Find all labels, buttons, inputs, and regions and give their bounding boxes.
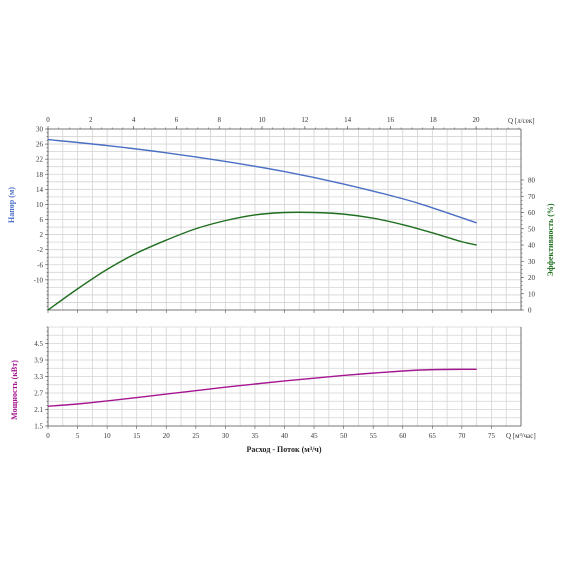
bottom-x-tick-label: 50 [340, 432, 348, 440]
bottom-x-tick-label: 0 [46, 432, 50, 440]
power-axis-title: Мощность (кВт) [10, 360, 19, 420]
power-axis-tick-label: 2.7 [34, 390, 43, 398]
bottom-x-axis-unit-label: Q [м³/час] [506, 432, 536, 440]
bottom-x-tick-label: 70 [458, 432, 466, 440]
top-x-tick-label: 18 [430, 116, 438, 124]
efficiency-axis-tick-label: 20 [528, 274, 536, 282]
head-axis-tick-label: -6 [37, 261, 43, 269]
head-axis-tick-label: 10 [36, 201, 44, 209]
bottom-x-tick-label: 65 [429, 432, 437, 440]
top-x-tick-label: 20 [473, 116, 481, 124]
tick-labels: 0 2 4 6 8 10 12 14 16 18 200 5 10 15 20 25 30 35 40 45 50 55 6… [34, 116, 536, 440]
top-x-axis-unit-label: Q [л/сек] [508, 117, 535, 125]
power-axis-tick-label: 3.3 [34, 373, 43, 381]
bottom-x-tick-label: 30 [222, 432, 230, 440]
bottom-x-tick-label: 10 [104, 432, 112, 440]
top-x-tick-label: 14 [344, 116, 352, 124]
bottom-x-tick-label: 25 [192, 432, 200, 440]
efficiency-axis-tick-label: 70 [528, 193, 536, 201]
top-x-tick-label: 0 [46, 116, 50, 124]
bottom-x-tick-label: 35 [251, 432, 259, 440]
efficiency-curve [47, 211, 477, 311]
bottom-x-tick-label: 15 [133, 432, 141, 440]
top-x-tick-label: 12 [301, 116, 309, 124]
head-axis-tick-label: 6 [40, 216, 44, 224]
bottom-x-tick-label: 60 [399, 432, 407, 440]
top-x-tick-label: 2 [89, 116, 93, 124]
bottom-x-tick-label: 40 [281, 432, 289, 440]
bottom-x-tick-label: 45 [311, 432, 319, 440]
efficiency-axis-tick-label: 80 [528, 177, 536, 185]
head-axis-tick-label: 2 [40, 231, 44, 239]
efficiency-axis-tick-label: 0 [528, 307, 532, 315]
efficiency-axis-tick-label: 50 [528, 225, 536, 233]
power-grid [47, 326, 522, 427]
bottom-x-tick-label: 55 [370, 432, 378, 440]
head-axis-tick-label: 22 [36, 156, 44, 164]
efficiency-axis-tick-label: 60 [528, 209, 536, 217]
head-axis-tick-label: -10 [34, 276, 44, 284]
head-axis-tick-label: 14 [36, 186, 44, 194]
efficiency-axis-title: Эффективность (%) [546, 203, 555, 277]
bottom-x-tick-label: 5 [76, 432, 80, 440]
top-x-tick-label: 8 [217, 116, 221, 124]
power-axis-tick-label: 1.5 [34, 423, 43, 431]
head-curve [47, 138, 477, 224]
x-axis-title: Расход - Поток (м³/ч) [247, 445, 322, 454]
axis-ticks [45, 126, 524, 429]
head-axis-tick-label: 26 [36, 141, 44, 149]
top-x-tick-label: 16 [387, 116, 395, 124]
top-x-tick-label: 4 [132, 116, 136, 124]
head-axis-tick-label: -2 [37, 246, 43, 254]
efficiency-axis-tick-label: 40 [528, 242, 536, 250]
power-axis-tick-label: 2.1 [34, 406, 43, 414]
head-axis-title: Напор (м) [7, 187, 16, 223]
top-x-tick-label: 10 [259, 116, 267, 124]
head-axis-tick-label: 30 [36, 126, 44, 134]
head-efficiency-grid [47, 128, 522, 311]
head-axis-tick-label: 18 [36, 171, 44, 179]
efficiency-axis-tick-label: 10 [528, 290, 536, 298]
efficiency-axis-tick-label: 30 [528, 258, 536, 266]
bottom-x-tick-label: 75 [488, 432, 496, 440]
top-x-tick-label: 6 [175, 116, 179, 124]
power-axis-tick-label: 4.5 [34, 340, 43, 348]
bottom-x-tick-label: 20 [163, 432, 171, 440]
power-axis-tick-label: 3.9 [34, 357, 43, 365]
power-curve [47, 368, 477, 407]
